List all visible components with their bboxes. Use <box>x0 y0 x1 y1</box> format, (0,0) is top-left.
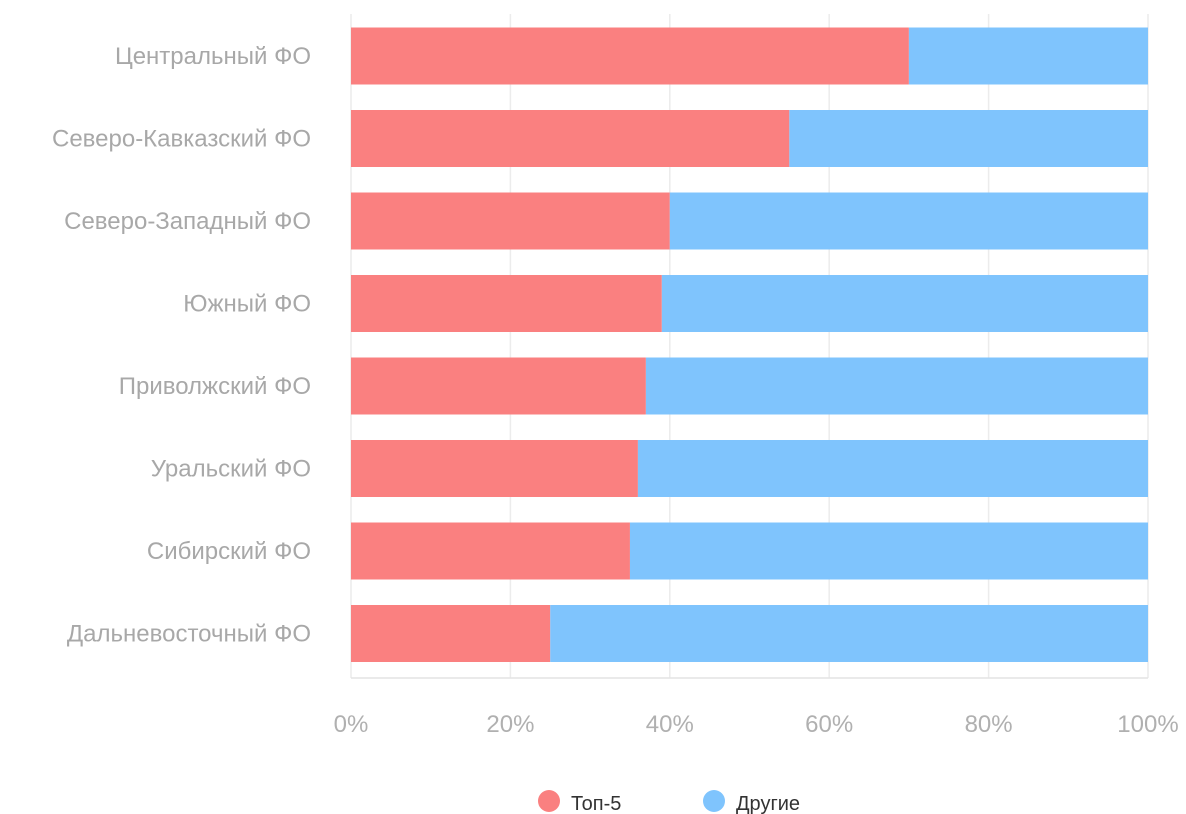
category-labels: Центральный ФО Северо-Кавказский ФО Северо… <box>52 43 311 648</box>
bar-top5 <box>351 192 670 250</box>
category-label: Центральный ФО <box>115 43 311 70</box>
bar-top5 <box>351 275 662 332</box>
bar-top5 <box>351 110 790 167</box>
bar-other <box>645 357 1148 415</box>
x-tick-label: 40% <box>646 711 694 738</box>
x-tick-label: 20% <box>486 711 534 738</box>
legend-label: Топ-5 <box>571 793 621 814</box>
bar-other <box>637 440 1148 497</box>
category-label: Приволжский ФО <box>119 373 311 400</box>
category-label: Дальневосточный ФО <box>67 621 311 648</box>
category-label: Северо-Кавказский ФО <box>52 126 311 153</box>
x-tick-label: 0% <box>334 711 369 738</box>
category-label: Уральский ФО <box>151 456 311 483</box>
bar-other <box>629 522 1148 580</box>
legend-marker <box>703 790 725 812</box>
bar-top5 <box>351 605 551 662</box>
bar-other <box>661 275 1148 332</box>
bar-top5 <box>351 440 638 497</box>
bar-other <box>669 192 1148 250</box>
legend-marker <box>538 790 560 812</box>
bars <box>351 27 1148 662</box>
legend-label: Другие <box>736 793 800 814</box>
x-tick-label: 60% <box>805 711 853 738</box>
category-label: Северо-Западный ФО <box>64 208 311 235</box>
bar-other <box>908 27 1148 85</box>
bar-top5 <box>351 357 646 415</box>
x-tick-label: 80% <box>965 711 1013 738</box>
x-axis-ticks: 0% 20% 40% 60% 80% 100% <box>334 711 1179 738</box>
legend: Топ-5 Другие <box>538 790 800 814</box>
bar-top5 <box>351 27 909 85</box>
category-label: Южный ФО <box>183 291 311 318</box>
bar-top5 <box>351 522 630 580</box>
bar-other <box>789 110 1148 167</box>
bar-other <box>550 605 1148 662</box>
x-tick-label: 100% <box>1117 711 1178 738</box>
category-label: Сибирский ФО <box>147 538 311 565</box>
